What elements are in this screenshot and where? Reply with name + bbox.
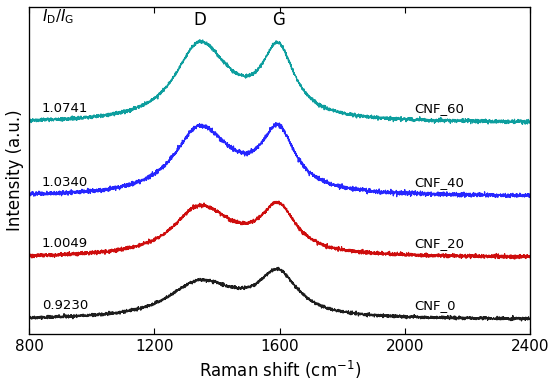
Text: D: D — [193, 10, 206, 29]
X-axis label: Raman shift (cm$^{-1}$): Raman shift (cm$^{-1}$) — [199, 360, 361, 382]
Text: G: G — [271, 10, 285, 29]
Y-axis label: Intensity (a.u.): Intensity (a.u.) — [6, 110, 23, 231]
Text: CNF_60: CNF_60 — [415, 102, 464, 115]
Text: 0.9230: 0.9230 — [42, 299, 88, 312]
Text: 1.0340: 1.0340 — [42, 176, 88, 189]
Text: CNF_0: CNF_0 — [415, 299, 456, 312]
Text: CNF_20: CNF_20 — [415, 237, 465, 250]
Text: 1.0741: 1.0741 — [42, 102, 88, 115]
Text: $\mathit{I}_\mathrm{D}/\mathit{I}_\mathrm{G}$: $\mathit{I}_\mathrm{D}/\mathit{I}_\mathr… — [42, 7, 74, 26]
Text: CNF_40: CNF_40 — [415, 176, 464, 189]
Text: 1.0049: 1.0049 — [42, 237, 88, 250]
